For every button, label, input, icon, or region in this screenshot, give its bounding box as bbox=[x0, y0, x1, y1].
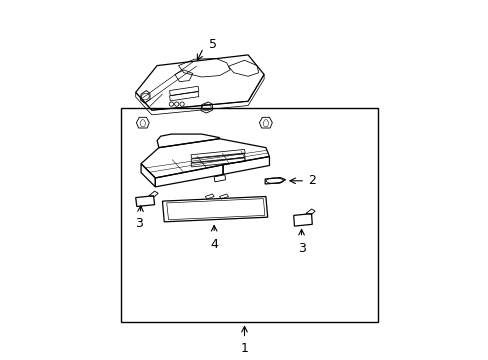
Bar bbox=[121, 108, 378, 323]
Text: 1: 1 bbox=[240, 342, 248, 355]
Text: 3: 3 bbox=[297, 242, 305, 255]
Text: 5: 5 bbox=[208, 39, 216, 51]
Text: 3: 3 bbox=[135, 217, 143, 230]
Text: 2: 2 bbox=[307, 174, 315, 187]
Text: 4: 4 bbox=[210, 238, 218, 251]
